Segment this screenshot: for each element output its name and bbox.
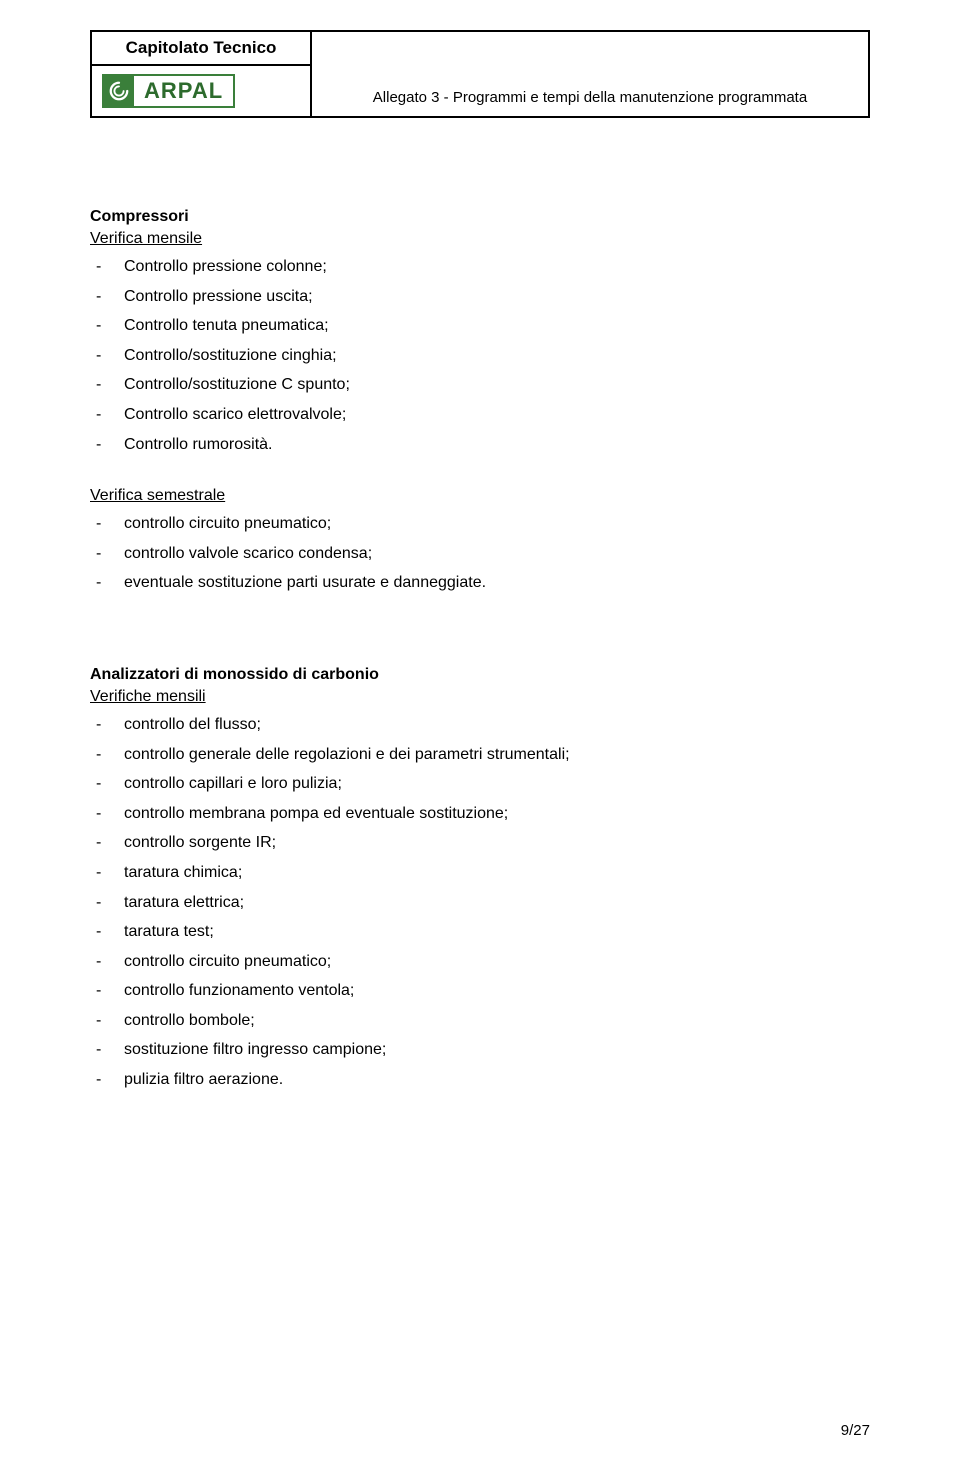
list-item: controllo sorgente IR; bbox=[124, 828, 870, 858]
list-item: Controllo pressione uscita; bbox=[124, 282, 870, 312]
spacer bbox=[90, 626, 870, 666]
verifica-mensile-heading: Verifica mensile bbox=[90, 230, 870, 248]
analizzatori-title: Analizzatori di monossido di carbonio bbox=[90, 666, 870, 684]
analizzatori-mensili-list: controllo del flusso; controllo generale… bbox=[90, 710, 870, 1095]
list-item: sostituzione filtro ingresso campione; bbox=[124, 1035, 870, 1065]
list-item: controllo circuito pneumatico; bbox=[124, 947, 870, 977]
list-item: taratura elettrica; bbox=[124, 888, 870, 918]
list-item: controllo capillari e loro pulizia; bbox=[124, 769, 870, 799]
header-left: Capitolato Tecnico ARPAL bbox=[92, 32, 312, 116]
list-item: Controllo/sostituzione cinghia; bbox=[124, 341, 870, 371]
list-item: Controllo rumorosità. bbox=[124, 430, 870, 460]
list-item: controllo valvole scarico condensa; bbox=[124, 539, 870, 569]
header-row: Capitolato Tecnico ARPAL Allegato 3 bbox=[92, 32, 868, 116]
logo-text: ARPAL bbox=[134, 78, 233, 104]
page: Capitolato Tecnico ARPAL Allegato 3 bbox=[0, 0, 960, 1469]
list-item: controllo del flusso; bbox=[124, 710, 870, 740]
list-item: controllo bombole; bbox=[124, 1006, 870, 1036]
page-number: 9/27 bbox=[841, 1422, 870, 1439]
arpal-logo: ARPAL bbox=[102, 74, 235, 108]
header-box: Capitolato Tecnico ARPAL Allegato 3 bbox=[90, 30, 870, 118]
compressori-semestrale-list: controllo circuito pneumatico; controllo… bbox=[90, 509, 870, 598]
list-item: taratura chimica; bbox=[124, 858, 870, 888]
verifica-semestrale-heading: Verifica semestrale bbox=[90, 487, 870, 505]
doc-title: Capitolato Tecnico bbox=[92, 32, 310, 64]
list-item: Controllo scarico elettrovalvole; bbox=[124, 400, 870, 430]
swirl-icon bbox=[108, 80, 130, 102]
list-item: controllo circuito pneumatico; bbox=[124, 509, 870, 539]
list-item: Controllo/sostituzione C spunto; bbox=[124, 370, 870, 400]
list-item: Controllo pressione colonne; bbox=[124, 252, 870, 282]
list-item: pulizia filtro aerazione. bbox=[124, 1065, 870, 1095]
list-item: controllo membrana pompa ed eventuale so… bbox=[124, 799, 870, 829]
analizzatori-section: Analizzatori di monossido di carbonio Ve… bbox=[90, 666, 870, 706]
list-item: taratura test; bbox=[124, 917, 870, 947]
logo-cell: ARPAL bbox=[92, 64, 310, 116]
logo-swirl-icon bbox=[104, 76, 134, 106]
compressori-section: Compressori Verifica mensile bbox=[90, 208, 870, 248]
compressori-mensile-list: Controllo pressione colonne; Controllo p… bbox=[90, 252, 870, 459]
list-item: Controllo tenuta pneumatica; bbox=[124, 311, 870, 341]
compressori-title: Compressori bbox=[90, 208, 870, 226]
header-right: Allegato 3 - Programmi e tempi della man… bbox=[312, 32, 868, 116]
list-item: controllo funzionamento ventola; bbox=[124, 976, 870, 1006]
verifiche-mensili-heading: Verifiche mensili bbox=[90, 688, 870, 706]
allegato-text: Allegato 3 - Programmi e tempi della man… bbox=[373, 89, 807, 106]
list-item: eventuale sostituzione parti usurate e d… bbox=[124, 568, 870, 598]
verifica-semestrale: Verifica semestrale bbox=[90, 487, 870, 505]
list-item: controllo generale delle regolazioni e d… bbox=[124, 740, 870, 770]
